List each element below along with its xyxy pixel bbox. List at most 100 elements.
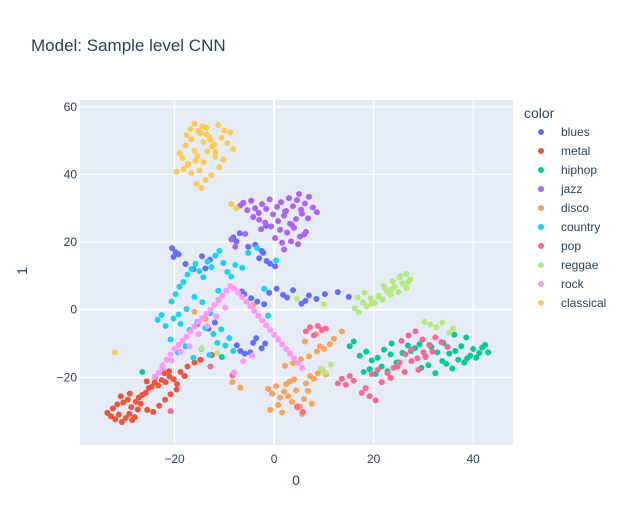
data-point[interactable]: [314, 370, 321, 377]
data-point[interactable]: [378, 379, 385, 386]
data-point[interactable]: [171, 345, 178, 352]
data-point[interactable]: [262, 340, 269, 347]
data-point[interactable]: [438, 339, 445, 346]
data-point[interactable]: [367, 295, 374, 302]
data-point[interactable]: [293, 295, 300, 302]
data-point[interactable]: [258, 247, 265, 254]
data-point[interactable]: [199, 314, 206, 321]
data-point[interactable]: [398, 337, 405, 344]
data-point[interactable]: [261, 285, 268, 292]
data-point[interactable]: [114, 401, 121, 408]
data-point[interactable]: [233, 205, 240, 212]
data-point[interactable]: [388, 340, 395, 347]
data-point[interactable]: [317, 365, 324, 372]
data-point[interactable]: [334, 289, 341, 296]
data-point[interactable]: [194, 153, 201, 160]
data-point[interactable]: [172, 291, 179, 298]
data-point[interactable]: [363, 303, 370, 310]
data-point[interactable]: [173, 168, 180, 175]
legend-item-pop[interactable]: pop: [538, 239, 581, 253]
data-point[interactable]: [291, 376, 298, 383]
data-point[interactable]: [245, 243, 252, 250]
data-point[interactable]: [215, 287, 222, 294]
data-point[interactable]: [124, 396, 131, 403]
data-point[interactable]: [188, 136, 195, 143]
data-point[interactable]: [397, 272, 404, 279]
data-point[interactable]: [211, 319, 218, 326]
data-point[interactable]: [271, 331, 278, 338]
data-point[interactable]: [198, 184, 205, 191]
data-point[interactable]: [374, 354, 381, 361]
data-point[interactable]: [368, 370, 375, 377]
data-point[interactable]: [195, 331, 202, 338]
data-point[interactable]: [362, 385, 369, 392]
data-point[interactable]: [142, 389, 149, 396]
data-point[interactable]: [218, 354, 225, 361]
data-point[interactable]: [112, 416, 119, 423]
data-point[interactable]: [293, 387, 300, 394]
data-point[interactable]: [242, 230, 249, 237]
data-point[interactable]: [270, 211, 277, 218]
data-point[interactable]: [306, 324, 313, 331]
data-point[interactable]: [252, 205, 259, 212]
data-point[interactable]: [262, 219, 269, 226]
data-point[interactable]: [167, 336, 174, 343]
data-point[interactable]: [159, 362, 166, 369]
data-point[interactable]: [372, 397, 379, 404]
data-point[interactable]: [134, 406, 141, 413]
data-point[interactable]: [235, 289, 242, 296]
data-point[interactable]: [433, 324, 440, 331]
data-point[interactable]: [326, 341, 333, 348]
data-point[interactable]: [444, 343, 451, 350]
data-point[interactable]: [158, 312, 165, 319]
legend-item-jazz[interactable]: jazz: [538, 182, 582, 196]
data-point[interactable]: [289, 398, 296, 405]
data-point[interactable]: [236, 230, 243, 237]
data-point[interactable]: [363, 348, 370, 355]
data-point[interactable]: [131, 414, 138, 421]
data-point[interactable]: [180, 166, 187, 172]
data-point[interactable]: [286, 195, 293, 202]
data-point[interactable]: [167, 408, 174, 415]
data-point[interactable]: [281, 388, 288, 395]
data-point[interactable]: [476, 350, 483, 356]
data-point[interactable]: [282, 362, 289, 369]
data-point[interactable]: [321, 369, 328, 376]
data-point[interactable]: [191, 359, 198, 366]
data-point[interactable]: [244, 207, 251, 214]
data-point[interactable]: [330, 335, 337, 342]
legend-item-classical[interactable]: classical: [538, 296, 606, 310]
data-point[interactable]: [302, 328, 309, 335]
data-point[interactable]: [432, 334, 439, 341]
data-point[interactable]: [228, 201, 235, 208]
data-point[interactable]: [273, 383, 280, 390]
data-point[interactable]: [295, 191, 302, 198]
data-point[interactable]: [250, 214, 257, 221]
data-point[interactable]: [170, 315, 177, 322]
data-point[interactable]: [232, 262, 239, 269]
data-point[interactable]: [193, 180, 200, 187]
data-point[interactable]: [402, 351, 409, 358]
data-point[interactable]: [137, 400, 144, 407]
data-point[interactable]: [229, 379, 236, 386]
data-point[interactable]: [425, 362, 432, 369]
data-point[interactable]: [259, 317, 266, 324]
data-point[interactable]: [150, 408, 157, 415]
data-point[interactable]: [346, 343, 353, 350]
data-point[interactable]: [220, 156, 227, 163]
data-point[interactable]: [404, 342, 411, 349]
data-point[interactable]: [277, 226, 284, 233]
data-point[interactable]: [241, 350, 248, 357]
data-point[interactable]: [216, 247, 223, 254]
data-point[interactable]: [380, 283, 387, 290]
data-point[interactable]: [239, 293, 246, 300]
data-point[interactable]: [366, 366, 373, 373]
data-point[interactable]: [432, 370, 439, 377]
data-point[interactable]: [283, 345, 290, 352]
data-point[interactable]: [275, 336, 282, 343]
data-point[interactable]: [290, 203, 297, 210]
data-point[interactable]: [155, 382, 162, 389]
data-point[interactable]: [414, 355, 421, 362]
data-point[interactable]: [206, 352, 213, 359]
data-point[interactable]: [197, 356, 204, 363]
